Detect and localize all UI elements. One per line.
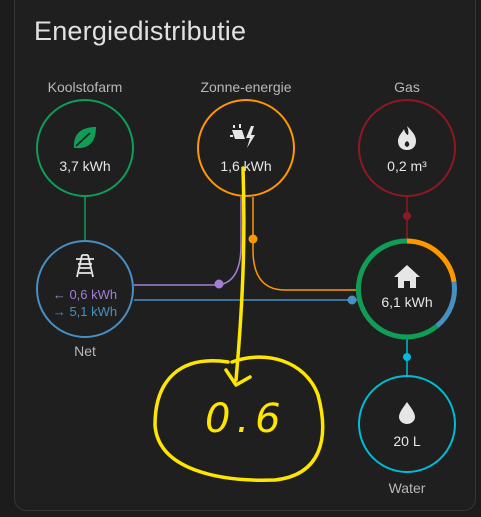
handwritten-annotation [153,166,325,482]
carbon-circle [36,99,134,197]
water-drop-icon [399,402,415,424]
home-value[interactable]: 6,1 kWh [381,294,433,310]
annotation-text: 0.6 [205,396,287,442]
solar-label: Zonne-energie [200,79,292,95]
solar-value[interactable]: 1,6 kWh [220,158,272,174]
water-label: Water [388,480,426,496]
solar-circle [197,99,295,197]
grid-label: Net [74,343,96,359]
flow-dot [347,295,357,305]
water-value[interactable]: 20 L [393,433,421,449]
transmission-tower-icon [76,254,94,278]
flow-dot [214,279,224,289]
flow-dot [403,353,411,361]
solar-grid-flow [134,197,242,286]
annotation-arrow-shaft [234,166,246,382]
fire-icon [398,126,416,150]
carbon-value[interactable]: 3,7 kWh [59,158,111,174]
annotation-arrow-head [224,368,252,387]
home-icon [394,265,420,288]
gas-value[interactable]: 0,2 m³ [387,158,427,174]
grid-export-value[interactable]: → 5,1 kWh [52,304,118,319]
card-title: Energiedistributie [34,16,247,46]
solar-home-flow [252,197,358,291]
carbon-label: Koolstofarm [47,79,123,95]
flow-dot [248,234,258,244]
gas-label: Gas [394,79,420,95]
annotation-loop [153,355,325,482]
grid-import-value[interactable]: ← 0,6 kWh [52,287,118,302]
grid-circle [36,240,134,338]
leaf-icon [73,127,96,149]
flow-dot [403,212,411,220]
solar-power-icon [230,124,255,148]
home-ring-blue [435,281,457,328]
home-circle [359,241,455,337]
home-ring-green [355,238,439,340]
home-ring-orange [406,238,457,283]
